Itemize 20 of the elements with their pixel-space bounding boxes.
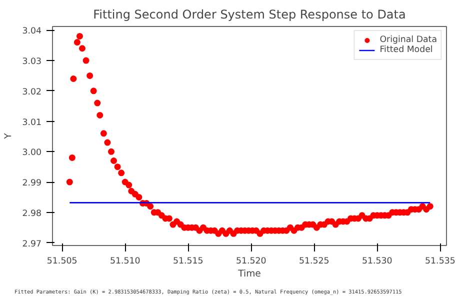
y-tick-label: 3.03: [22, 57, 42, 68]
x-tick-label: 51.520: [236, 256, 266, 266]
legend-label: Fitted Model: [380, 45, 433, 55]
legend-label: Original Data: [380, 35, 437, 45]
y-tick-label: 3.02: [22, 87, 42, 98]
x-axis-title: Time: [237, 268, 262, 280]
y-tick-label: 2.99: [22, 178, 42, 189]
x-tick-label: 51.530: [362, 256, 392, 266]
y-tick-label: 3.00: [22, 148, 42, 158]
y-axis-title: Y: [3, 132, 14, 140]
x-tick-label: 51.515: [172, 256, 204, 266]
x-tick-label: 51.505: [46, 256, 78, 266]
y-tick-label: 2.97: [22, 239, 42, 250]
y-tick-label: 3.01: [22, 118, 42, 128]
chart-title: Fitting Second Order System Step Response to Data: [93, 8, 406, 22]
y-tick-label: 2.98: [22, 208, 42, 219]
x-tick-label: 51.535: [425, 256, 456, 266]
x-tick-label: 51.510: [110, 256, 140, 266]
y-tick-label: 3.04: [22, 26, 42, 37]
x-tick-label: 51.525: [299, 256, 330, 266]
